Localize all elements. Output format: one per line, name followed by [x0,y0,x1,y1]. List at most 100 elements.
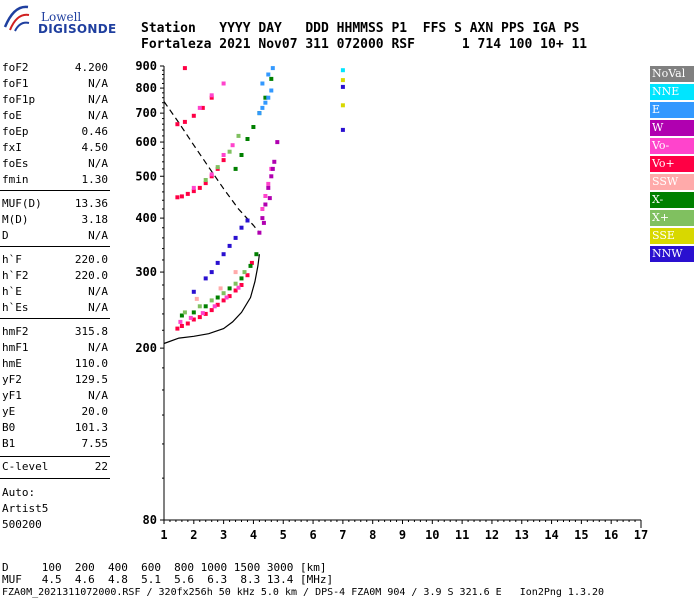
echo-point-w [267,196,272,201]
param-label: fxI [2,141,22,154]
legend-item: Vo- [650,138,694,154]
param-row: foEs N/A [2,157,108,173]
param-row: fxI 4.50 [2,141,108,157]
param-label: yE [2,405,16,418]
x-tick-label: 11 [455,528,469,542]
params-separator-5 [0,478,110,479]
x-tick-label: 1 [160,528,167,542]
param-label: foF2 [2,61,29,74]
echo-point-vominus [178,319,183,324]
x-tick-label: 17 [634,528,648,542]
header-line-2: Fortaleza 2021 Nov07 311 072000 RSF 1 71… [141,37,588,52]
electron-density-profile-line [163,254,260,345]
echo-point-voplus [203,181,208,186]
param-row: foF1p N/A [2,93,108,109]
y-tick-label: 900 [135,59,157,73]
param-row: foF1 N/A [2,77,108,93]
echo-point-xplus [236,133,241,138]
echo-point-vominus [230,143,235,148]
param-value: 1.30 [81,173,109,186]
echo-point-xplus [197,304,202,309]
param-row: yF1 N/A [2,389,108,405]
params-separator-2 [0,246,110,247]
echo-point-xminus [251,125,256,129]
muf-curve-line [163,101,260,234]
param-label: MUF(D) [2,197,42,210]
echo-point-voplus [203,311,208,316]
param-value: 315.8 [74,325,108,338]
auto-scaling-label: Auto: [2,486,36,499]
echo-point-e [266,72,271,77]
param-value: N/A [88,77,108,90]
echo-point-voplus [249,260,254,265]
x-tick-label: 10 [425,528,439,542]
echo-point-xminus [233,166,238,171]
param-label: yF1 [2,389,22,402]
param-row: B0 101.3 [2,421,108,437]
param-value: N/A [88,285,108,298]
echo-point-voplus [197,315,202,320]
x-tick-label: 9 [399,528,406,542]
digisonde-logo-mark [3,5,30,32]
echo-point-nnw [227,243,232,248]
param-value: N/A [88,229,108,242]
echo-point-xminus [263,95,268,100]
logo-top-text: Lowell [41,10,82,24]
param-value: 20.0 [81,405,109,418]
param-row: h`F 220.0 [2,253,108,269]
echo-point-xplus [227,149,232,154]
legend-item: X- [650,192,694,208]
param-label: B0 [2,421,16,434]
y-tick-label: 80 [143,513,157,527]
echo-point-sse [340,103,345,108]
param-row: B1 7.55 [2,437,108,453]
echo-point-voplus [221,158,226,163]
echo-point-vominus [200,311,205,316]
echo-point-voplus [200,105,205,110]
param-row: M(D) 3.18 [2,213,108,229]
echo-point-xminus [215,295,220,300]
echo-point-e [260,105,265,110]
echo-point-xplus [209,298,214,303]
param-label: foEs [2,157,29,170]
echo-point-w [261,220,266,225]
echo-point-w [263,202,268,207]
legend-item: W [650,120,694,136]
echo-point-vominus [209,172,214,177]
param-value: 101.3 [74,421,108,434]
echo-point-xplus [242,270,247,275]
echo-point-xminus [248,263,253,268]
param-label: h`F [2,253,22,266]
echo-point-vominus [188,315,193,320]
y-tick-label: 200 [135,341,157,355]
echo-point-xminus [245,137,250,141]
param-label: h`Es [2,301,29,314]
echo-point-xplus [221,291,226,296]
x-tick-label: 6 [309,528,316,542]
x-tick-label: 16 [604,528,618,542]
echo-point-vominus [221,153,226,157]
x-tick-label: 5 [280,528,287,542]
echo-point-ssw [194,296,199,301]
param-row: fmin 1.30 [2,173,108,189]
echo-point-nnw [209,270,214,275]
param-label: hmE [2,357,22,370]
echo-point-vominus [197,105,202,110]
legend-item: X+ [650,210,694,226]
echo-point-voplus [179,324,184,328]
echo-point-nnw [221,252,226,257]
echo-point-xminus [227,286,232,291]
echo-point-vominus [263,194,268,198]
param-row: foEp 0.46 [2,125,108,141]
param-label: B1 [2,437,16,450]
legend-item: Vo+ [650,156,694,172]
x-tick-label: 4 [250,528,257,542]
legend-item: SSW [650,174,694,190]
echo-point-xminus [239,276,244,281]
echo-point-voplus [209,308,214,313]
param-row: yE 20.0 [2,405,108,421]
legend-item: NNW [650,246,694,262]
echo-point-xplus [215,165,220,170]
param-value: N/A [88,109,108,122]
params-separator-1 [0,190,110,191]
